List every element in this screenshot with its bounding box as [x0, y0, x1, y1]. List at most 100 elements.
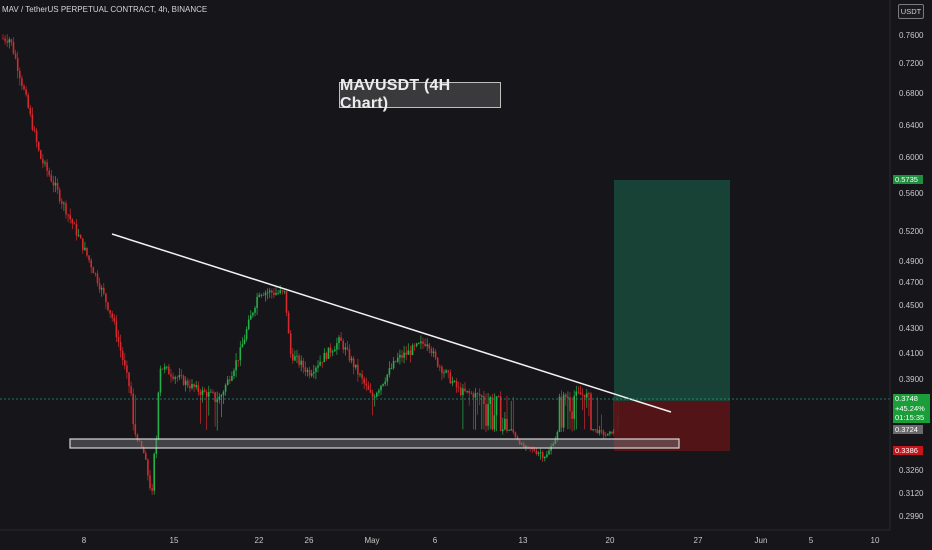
- candle-body: [195, 385, 197, 388]
- candle-body: [149, 475, 151, 489]
- candle-body: [84, 247, 86, 250]
- candle-body: [577, 391, 580, 393]
- candle-body: [348, 349, 351, 361]
- candle-body: [281, 290, 284, 292]
- candle-body: [428, 344, 431, 349]
- candle-body: [184, 380, 187, 385]
- time-tick-label: 6: [433, 536, 438, 545]
- candle-body: [527, 446, 529, 448]
- currency-badge[interactable]: USDT: [898, 4, 924, 19]
- candle-body: [205, 391, 208, 397]
- stop-price-label: 0.3386: [893, 446, 923, 455]
- candle-body: [491, 397, 494, 430]
- candle-body: [61, 201, 63, 204]
- candle-body: [350, 358, 353, 361]
- candle-body: [420, 341, 422, 344]
- candle-body: [541, 452, 544, 459]
- price-tick-label: 0.4300: [899, 324, 924, 333]
- candle-body: [300, 360, 302, 365]
- candle-body: [436, 357, 439, 367]
- candle-body: [82, 238, 84, 250]
- candle-body: [180, 375, 183, 376]
- candle-body: [176, 377, 179, 379]
- candle-body: [233, 370, 235, 377]
- price-tick-label: 0.6400: [899, 121, 924, 130]
- candle-body: [352, 358, 355, 368]
- candle-body: [590, 393, 592, 431]
- candle-body: [394, 360, 397, 362]
- candle-body: [197, 385, 200, 392]
- candle-body: [130, 386, 132, 394]
- candle-body: [258, 295, 260, 297]
- time-axis[interactable]: 8 15 22 26 May 6 13 20 27 Jun 5 10: [82, 536, 880, 545]
- candle-body: [126, 365, 128, 373]
- candle-body: [279, 290, 281, 293]
- time-tick-label: 15: [170, 536, 179, 545]
- candle-body: [565, 394, 567, 398]
- price-tick-label: 0.3900: [899, 375, 924, 384]
- candle-body: [609, 431, 611, 434]
- candle-body: [210, 391, 212, 393]
- candle-body: [468, 390, 470, 393]
- symbol-info: MAV / TetherUS PERPETUAL CONTRACT, 4h, B…: [2, 5, 208, 14]
- candle-body: [493, 415, 496, 430]
- candle-body: [409, 350, 412, 355]
- candle-body: [182, 375, 185, 385]
- candle-body: [371, 392, 374, 398]
- price-axis[interactable]: 0.7600 0.7200 0.6800 0.6400 0.6000 0.5600 0.52…: [899, 31, 924, 521]
- candle-body: [470, 392, 473, 394]
- candle-body: [317, 365, 319, 368]
- candle-body: [607, 433, 609, 436]
- candle-body: [346, 347, 349, 350]
- candle-body: [111, 313, 113, 318]
- candle-body: [397, 357, 399, 362]
- candle-body: [140, 441, 143, 447]
- candle-body: [369, 389, 372, 393]
- candle-body: [250, 315, 252, 320]
- candle-body: [92, 267, 95, 274]
- candle-body: [203, 390, 206, 392]
- price-tick-label: 0.4500: [899, 301, 924, 310]
- candle-body: [19, 70, 21, 79]
- candle-body: [256, 296, 258, 308]
- candle-body: [161, 368, 164, 370]
- candle-body: [199, 391, 202, 395]
- candle-body: [334, 349, 336, 352]
- candle-body: [413, 345, 416, 347]
- candles-group: [2, 34, 620, 495]
- candle-body: [287, 312, 290, 334]
- candle-body: [422, 341, 424, 344]
- candle-body: [552, 444, 554, 447]
- candle-body: [170, 374, 172, 377]
- candle-body: [292, 353, 294, 361]
- candle-body: [361, 374, 363, 379]
- price-tick-label: 0.7600: [899, 31, 924, 40]
- candle-body: [266, 292, 269, 294]
- candle-body: [476, 393, 479, 394]
- candle-body: [592, 429, 594, 431]
- candle-body: [342, 340, 344, 350]
- candle-body: [411, 345, 414, 355]
- candle-body: [285, 290, 288, 313]
- candle-body: [296, 355, 298, 357]
- candle-body: [558, 396, 561, 432]
- candle-body: [142, 446, 145, 454]
- candle-body: [562, 394, 565, 428]
- candle-body: [365, 383, 368, 386]
- candle-body: [575, 391, 578, 396]
- candle-body: [145, 453, 147, 460]
- candle-body: [119, 341, 122, 351]
- support-zone: [69, 438, 680, 449]
- candle-body: [224, 384, 227, 392]
- support-level-label: 0.3724: [893, 425, 923, 434]
- candle-body: [525, 446, 527, 448]
- change-percent: +45.24%: [895, 403, 925, 413]
- candle-body: [155, 438, 158, 454]
- candle-body: [14, 53, 17, 59]
- candle-body: [226, 379, 229, 385]
- candle-body: [100, 287, 103, 290]
- candle-body: [235, 360, 237, 371]
- candle-body: [359, 374, 361, 375]
- candle-body: [457, 387, 460, 388]
- price-tick-label: 0.6800: [899, 89, 924, 98]
